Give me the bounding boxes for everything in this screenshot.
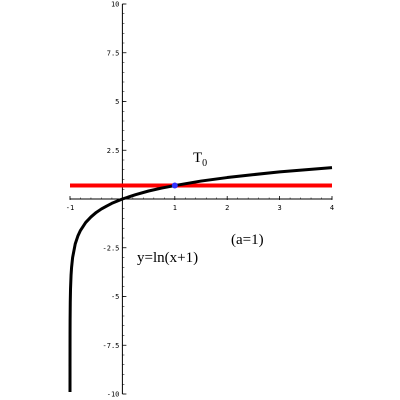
a-label: (a=1) [231, 232, 264, 248]
axes [70, 4, 332, 394]
series-layer [68, 166, 333, 393]
curve-ln-x-plus-1 [68, 166, 333, 393]
annotations-layer: T0 (a=1) y=ln(x+1) [137, 150, 264, 266]
tangent-subscript: 0 [202, 158, 207, 169]
y-tick-label: -10 [107, 391, 120, 399]
x-tick-label: 2 [225, 204, 229, 212]
tangent-label: T0 [193, 150, 207, 169]
y-tick-label: 5 [115, 98, 119, 106]
y-tick-label: -2.5 [103, 244, 120, 252]
x-tick-label: 3 [277, 204, 281, 212]
y-tick-label: -5 [111, 293, 119, 301]
x-tick-label: 4 [330, 204, 334, 212]
points-layer [171, 182, 178, 189]
x-tick-label: -1 [66, 204, 74, 212]
tangent-point [171, 182, 178, 189]
y-tick-label: 10 [111, 1, 119, 9]
y-tick-label: 2.5 [107, 147, 120, 155]
y-tick-label: 7.5 [107, 49, 120, 57]
x-tick-label: 1 [173, 204, 177, 212]
y-tick-label: -7.5 [103, 342, 120, 350]
curve-label: y=ln(x+1) [137, 250, 198, 266]
ticks: -1 1 2 3 4 10 7.5 5 2.5 -2.5 -5 -7.5 -10 [66, 1, 334, 399]
